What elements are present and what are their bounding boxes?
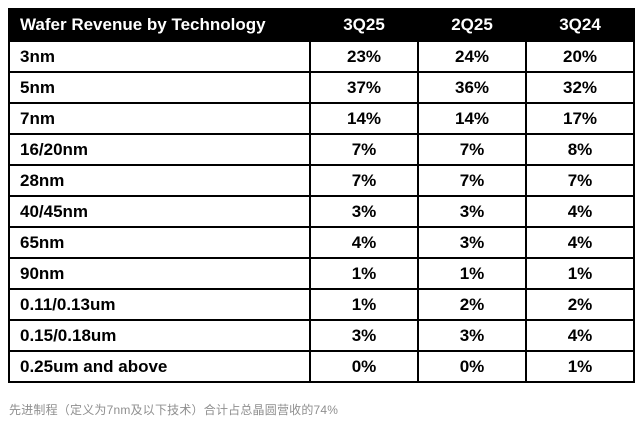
table-title: Wafer Revenue by Technology — [8, 8, 311, 42]
cell-value: 32% — [525, 71, 635, 104]
row-label: 0.15/0.18um — [8, 319, 311, 352]
cell-value: 24% — [417, 40, 527, 73]
cell-value: 1% — [525, 257, 635, 290]
table-row: 0.15/0.18um 3% 3% 4% — [8, 319, 635, 352]
row-label: 0.25um and above — [8, 350, 311, 383]
table-row: 0.25um and above 0% 0% 1% — [8, 350, 635, 383]
column-header-2q25: 2Q25 — [417, 8, 527, 42]
cell-value: 14% — [417, 102, 527, 135]
column-header-3q24: 3Q24 — [525, 8, 635, 42]
cell-value: 1% — [309, 257, 419, 290]
row-label: 3nm — [8, 40, 311, 73]
cell-value: 1% — [525, 350, 635, 383]
row-label: 90nm — [8, 257, 311, 290]
cell-value: 7% — [309, 133, 419, 166]
cell-value: 3% — [417, 226, 527, 259]
cell-value: 3% — [417, 319, 527, 352]
wafer-revenue-table: Wafer Revenue by Technology 3Q25 2Q25 3Q… — [8, 8, 635, 383]
row-label: 16/20nm — [8, 133, 311, 166]
cell-value: 2% — [525, 288, 635, 321]
cell-value: 4% — [525, 195, 635, 228]
cell-value: 23% — [309, 40, 419, 73]
table-row: 40/45nm 3% 3% 4% — [8, 195, 635, 228]
table-header: Wafer Revenue by Technology 3Q25 2Q25 3Q… — [8, 8, 635, 42]
cell-value: 7% — [525, 164, 635, 197]
row-label: 28nm — [8, 164, 311, 197]
cell-value: 3% — [309, 319, 419, 352]
row-label: 0.11/0.13um — [8, 288, 311, 321]
row-label: 7nm — [8, 102, 311, 135]
cell-value: 3% — [417, 195, 527, 228]
row-label: 5nm — [8, 71, 311, 104]
cell-value: 1% — [309, 288, 419, 321]
cell-value: 8% — [525, 133, 635, 166]
cell-value: 4% — [525, 319, 635, 352]
cell-value: 36% — [417, 71, 527, 104]
cell-value: 0% — [309, 350, 419, 383]
cell-value: 3% — [309, 195, 419, 228]
table-row: 28nm 7% 7% 7% — [8, 164, 635, 197]
cell-value: 17% — [525, 102, 635, 135]
cell-value: 14% — [309, 102, 419, 135]
table-row: 65nm 4% 3% 4% — [8, 226, 635, 259]
table-row: 3nm 23% 24% 20% — [8, 40, 635, 73]
table-row: 90nm 1% 1% 1% — [8, 257, 635, 290]
table-row: 16/20nm 7% 7% 8% — [8, 133, 635, 166]
cell-value: 20% — [525, 40, 635, 73]
column-header-3q25: 3Q25 — [309, 8, 419, 42]
table-row: 0.11/0.13um 1% 2% 2% — [8, 288, 635, 321]
row-label: 65nm — [8, 226, 311, 259]
header-row: Wafer Revenue by Technology 3Q25 2Q25 3Q… — [8, 8, 635, 42]
cell-value: 7% — [309, 164, 419, 197]
cell-value: 7% — [417, 133, 527, 166]
row-label: 40/45nm — [8, 195, 311, 228]
table-row: 5nm 37% 36% 32% — [8, 71, 635, 104]
cell-value: 2% — [417, 288, 527, 321]
cell-value: 1% — [417, 257, 527, 290]
cell-value: 4% — [309, 226, 419, 259]
table-body: 3nm 23% 24% 20% 5nm 37% 36% 32% 7nm 14% … — [8, 40, 635, 383]
cell-value: 4% — [525, 226, 635, 259]
cell-value: 37% — [309, 71, 419, 104]
cell-value: 0% — [417, 350, 527, 383]
cell-value: 7% — [417, 164, 527, 197]
table-row: 7nm 14% 14% 17% — [8, 102, 635, 135]
advanced-process-footnote: 先进制程（定义为7nm及以下技术）合计占总晶圆营收的74% — [9, 403, 339, 417]
